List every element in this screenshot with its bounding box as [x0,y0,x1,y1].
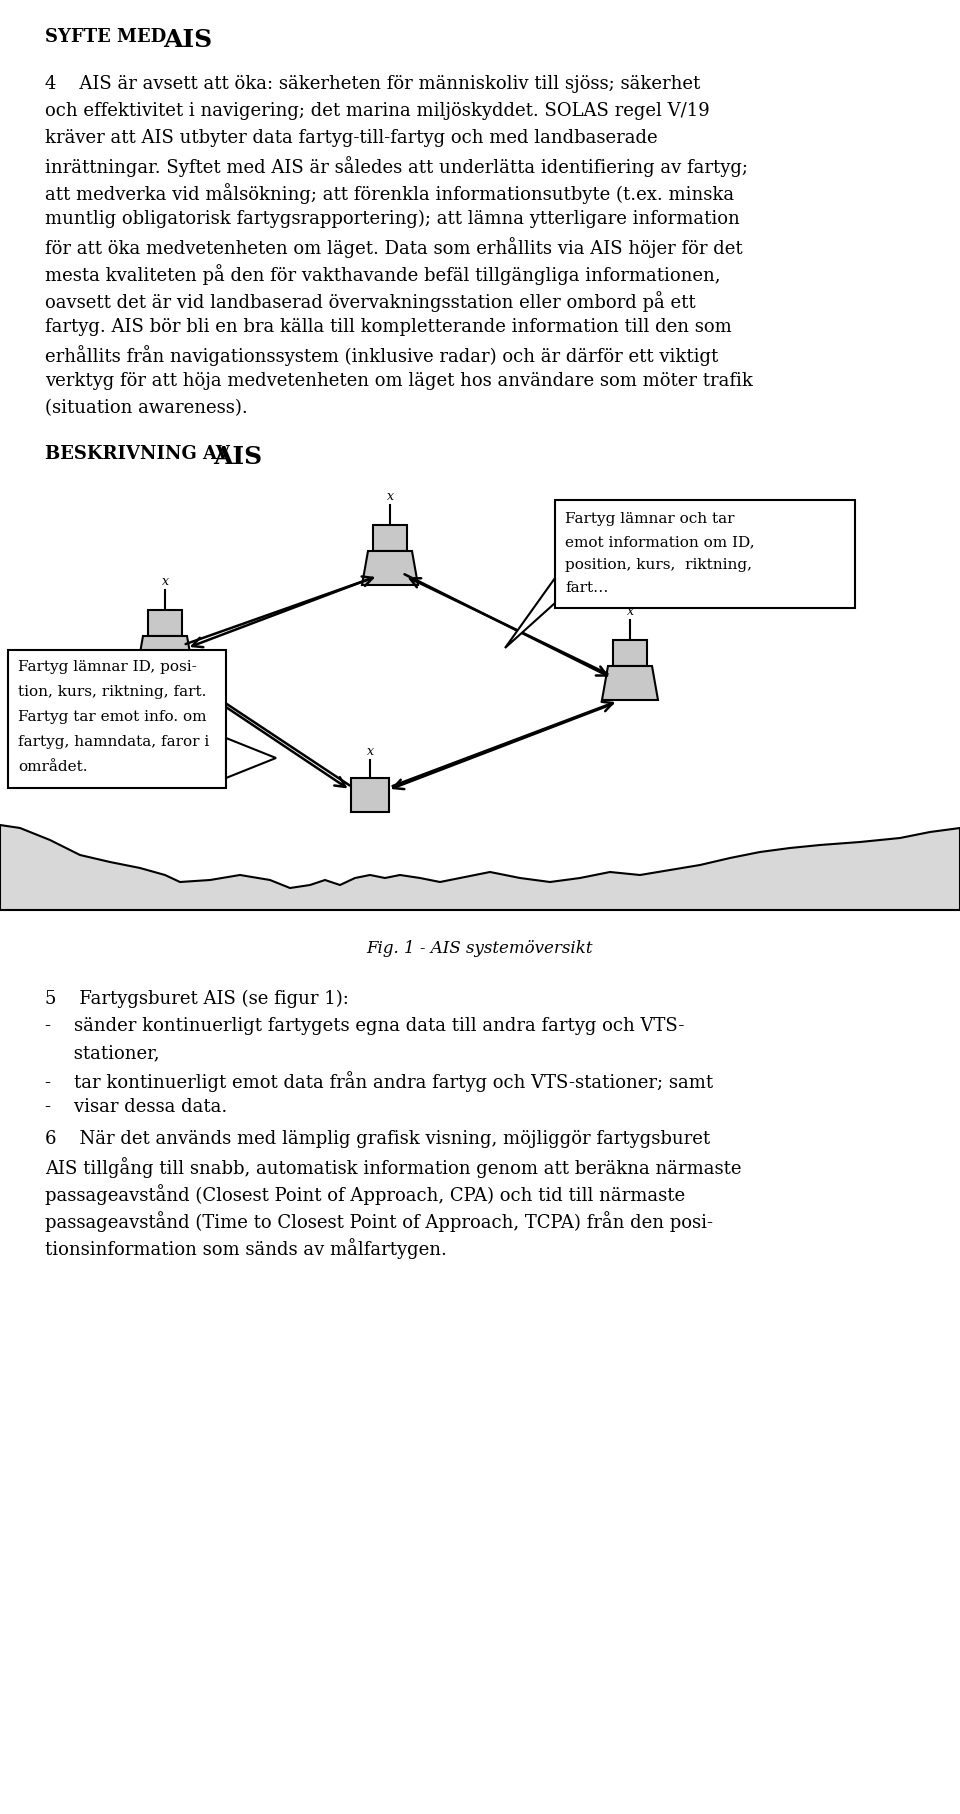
Text: AIS: AIS [213,444,262,470]
Text: -    sänder kontinuerligt fartygets egna data till andra fartyg och VTS-: - sänder kontinuerligt fartygets egna da… [45,1018,684,1036]
Text: för att öka medvetenheten om läget. Data som erhållits via AIS höjer för det: för att öka medvetenheten om läget. Data… [45,238,743,258]
Bar [351,778,389,813]
Text: fart…: fart… [565,580,609,595]
Polygon shape [362,551,418,584]
Polygon shape [226,738,276,778]
Text: verktyg för att höja medvetenheten om läget hos användare som möter trafik: verktyg för att höja medvetenheten om lä… [45,372,753,390]
Polygon shape [0,825,960,911]
Text: -    tar kontinuerligt emot data från andra fartyg och VTS-stationer; samt: - tar kontinuerligt emot data från andra… [45,1070,713,1092]
Text: x: x [161,575,169,588]
Text: tionsinformation som sänds av målfartygen.: tionsinformation som sänds av målfartyge… [45,1237,446,1259]
Text: Fartyg tar emot info. om: Fartyg tar emot info. om [18,709,206,724]
Text: fartyg. AIS bör bli en bra källa till kompletterande information till den som: fartyg. AIS bör bli en bra källa till ko… [45,317,732,336]
Text: Fartyg lämnar och tar: Fartyg lämnar och tar [565,512,734,526]
Text: Fig. 1 - AIS systemöversikt: Fig. 1 - AIS systemöversikt [367,940,593,958]
Text: och effektivitet i navigering; det marina miljöskyddet. SOLAS regel V/19: och effektivitet i navigering; det marin… [45,102,709,120]
Text: emot information om ID,: emot information om ID, [565,535,755,550]
Text: 6    När det används med lämplig grafisk visning, möjliggör fartygsburet: 6 När det används med lämplig grafisk vi… [45,1130,710,1148]
Text: att medverka vid målsökning; att förenkla informationsutbyte (t.ex. minska: att medverka vid målsökning; att förenkl… [45,183,734,203]
Text: erhållits från navigationssystem (inklusive radar) och är därför ett viktigt: erhållits från navigationssystem (inklus… [45,345,718,366]
Text: passageavstånd (Time to Closest Point of Approach, TCPA) från den posi-: passageavstånd (Time to Closest Point of… [45,1212,713,1232]
Bar [148,610,182,637]
Text: fartyg, hamndata, faror i: fartyg, hamndata, faror i [18,735,209,749]
Text: x: x [367,746,373,758]
Text: 5    Fartygsburet AIS (se figur 1):: 5 Fartygsburet AIS (se figur 1): [45,990,348,1009]
Text: BESKRIVNING AV: BESKRIVNING AV [45,444,236,463]
Text: -    visar dessa data.: - visar dessa data. [45,1097,228,1116]
Text: muntlig obligatorisk fartygsrapportering); att lämna ytterligare information: muntlig obligatorisk fartygsrapportering… [45,210,740,229]
Text: oavsett det är vid landbaserad övervakningsstation eller ombord på ett: oavsett det är vid landbaserad övervakni… [45,290,696,312]
Bar [373,524,407,551]
Bar [555,501,855,608]
Text: stationer,: stationer, [45,1045,159,1061]
Text: tion, kurs, riktning, fart.: tion, kurs, riktning, fart. [18,686,206,698]
Polygon shape [505,579,555,648]
Polygon shape [602,666,658,700]
Text: passageavstånd (Closest Point of Approach, CPA) och tid till närmaste: passageavstånd (Closest Point of Approac… [45,1185,685,1204]
Text: området.: området. [18,760,87,775]
Text: kräver att AIS utbyter data fartyg-till-fartyg och med landbaserade: kräver att AIS utbyter data fartyg-till-… [45,129,658,147]
Text: AIS: AIS [163,27,212,53]
Text: inrättningar. Syftet med AIS är således att underlätta identifiering av fartyg;: inrättningar. Syftet med AIS är således … [45,156,748,178]
Text: x: x [627,606,634,619]
Text: SYFTE MED: SYFTE MED [45,27,173,45]
Bar [613,640,647,666]
Text: 4    AIS är avsett att öka: säkerheten för människoliv till sjöss; säkerhet: 4 AIS är avsett att öka: säkerheten för … [45,74,700,93]
Text: Fartyg lämnar ID, posi-: Fartyg lämnar ID, posi- [18,660,197,675]
Text: position, kurs,  riktning,: position, kurs, riktning, [565,559,752,571]
Polygon shape [137,637,193,669]
Text: x: x [387,490,394,502]
Bar [8,649,226,787]
Text: mesta kvaliteten på den för vakthavande befäl tillgängliga informationen,: mesta kvaliteten på den för vakthavande … [45,265,721,285]
Text: (situation awareness).: (situation awareness). [45,399,248,417]
Text: AIS tillgång till snabb, automatisk information genom att beräkna närmaste: AIS tillgång till snabb, automatisk info… [45,1157,741,1177]
